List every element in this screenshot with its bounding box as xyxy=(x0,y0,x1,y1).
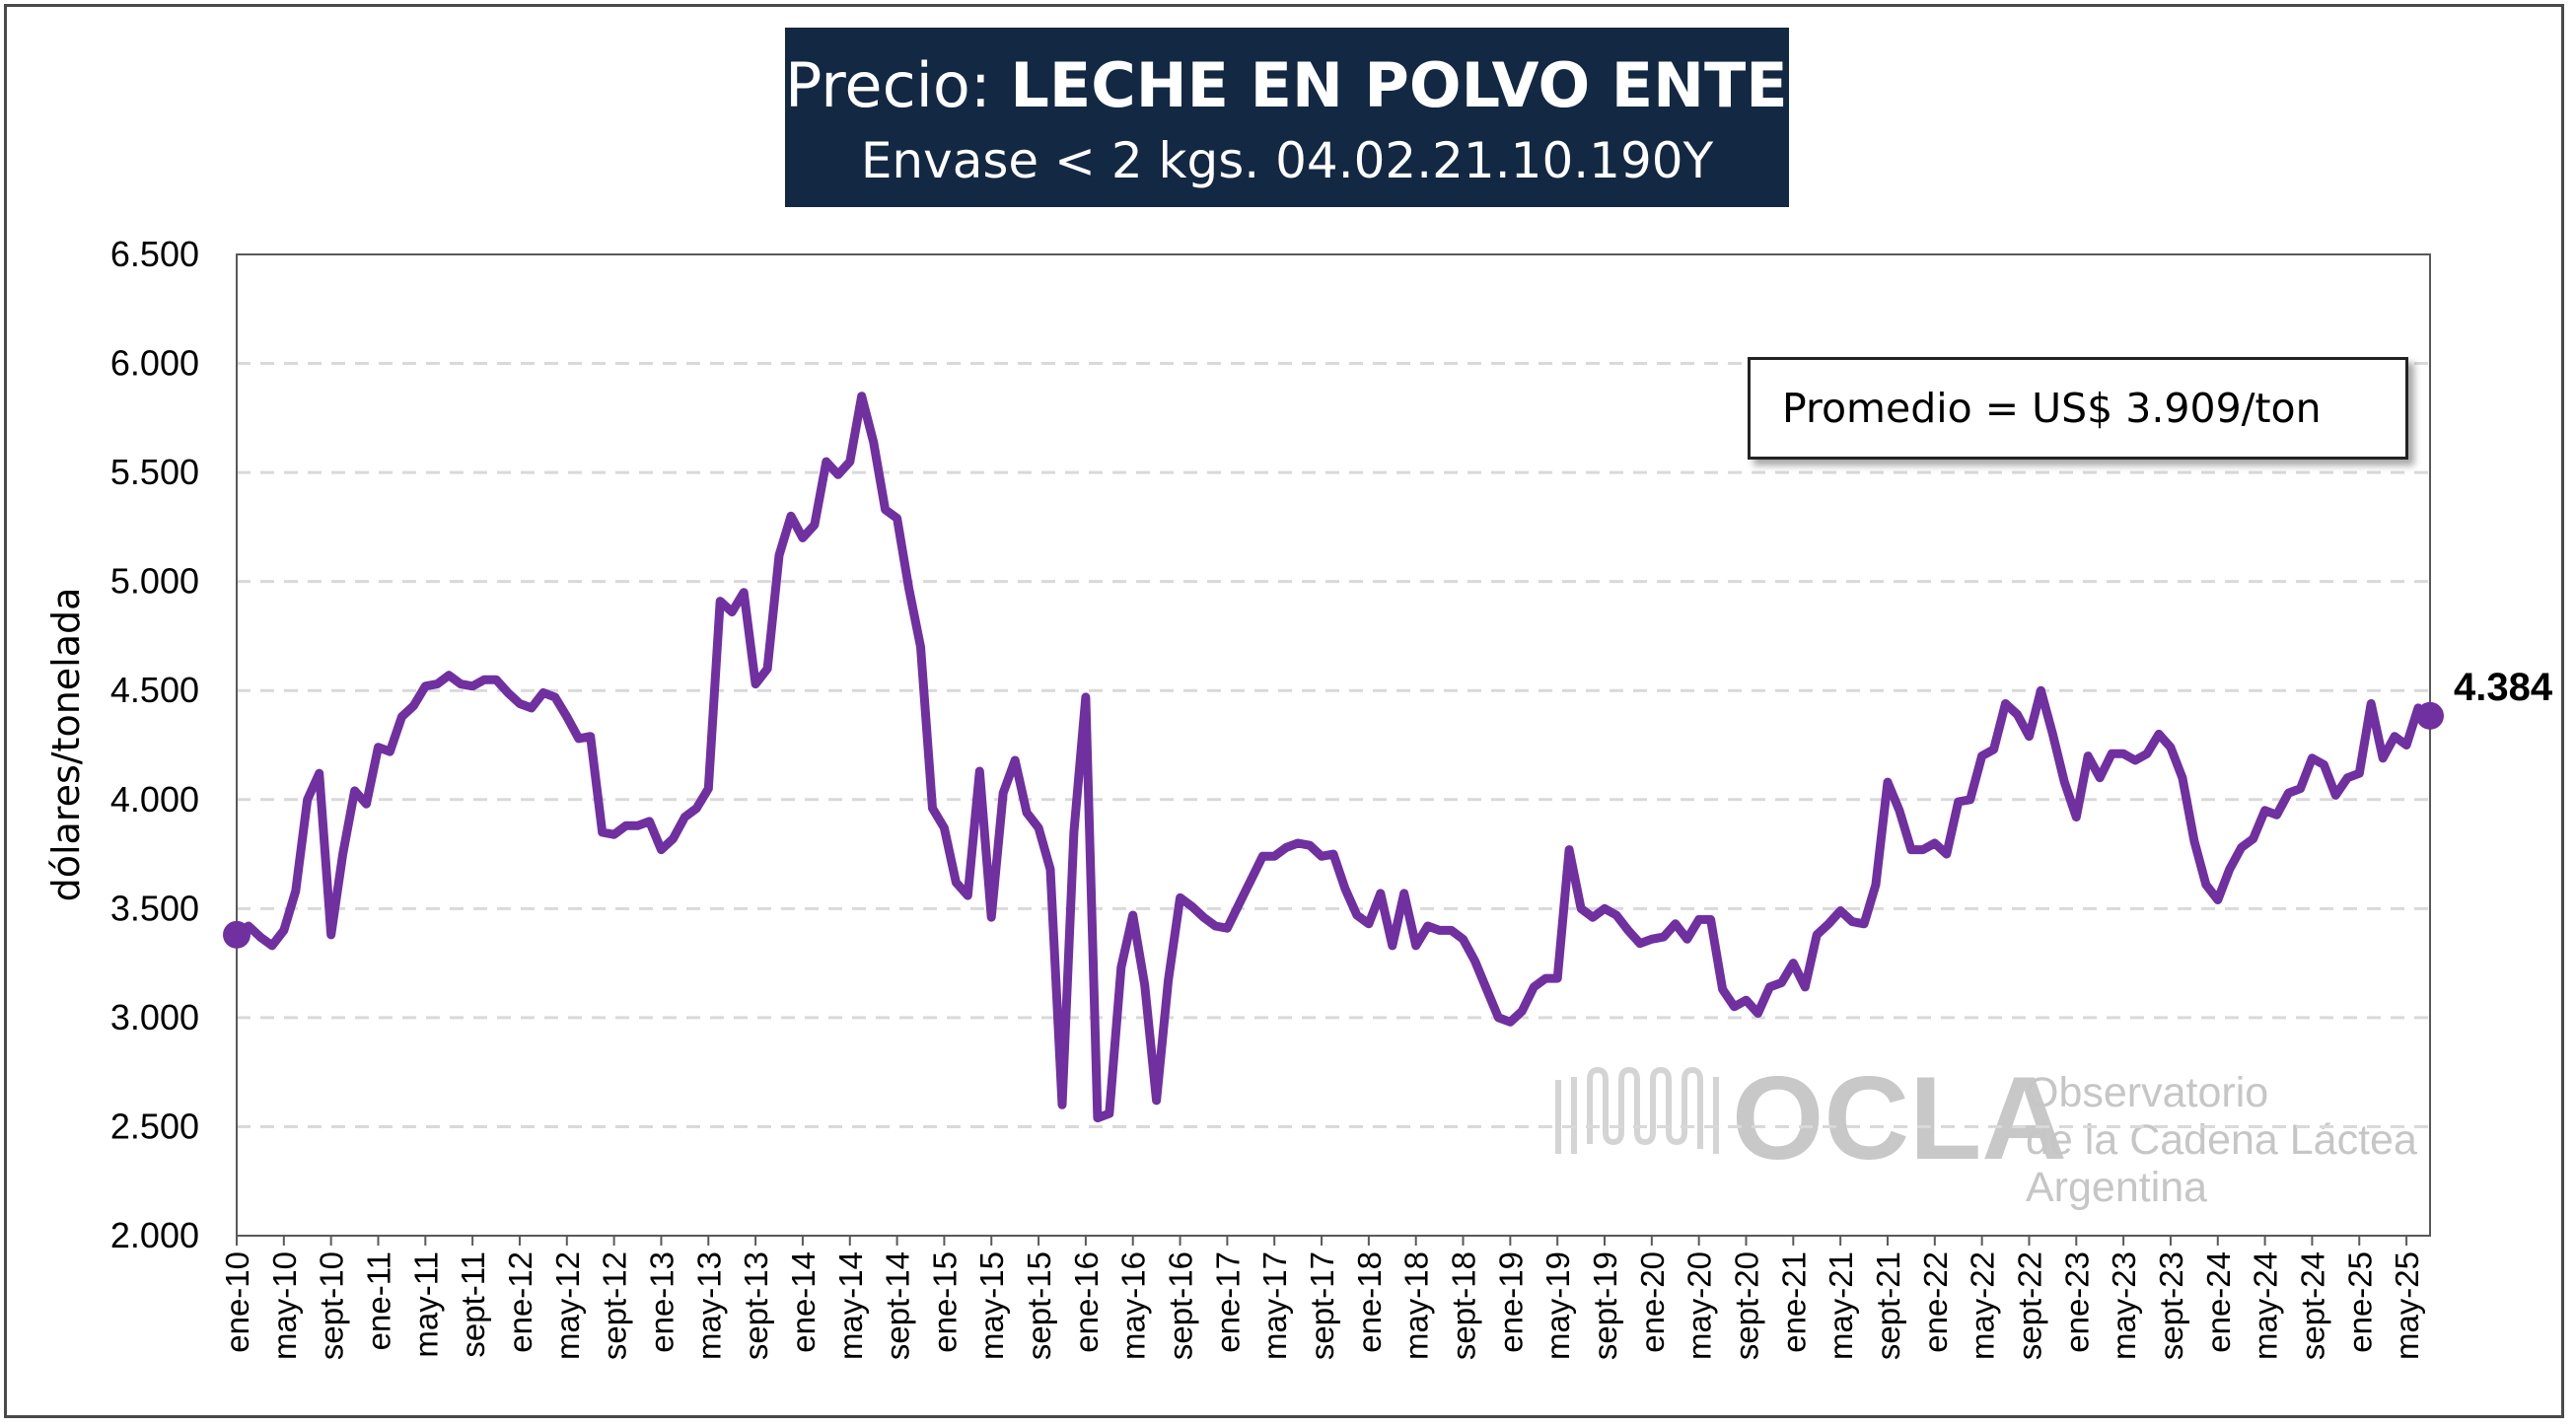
watermark-line-1: Observatorio xyxy=(2026,1069,2268,1116)
x-tick-label: ene-20 xyxy=(1634,1251,1671,1353)
x-tick-label: ene-10 xyxy=(219,1251,255,1353)
x-tick-label: sept-11 xyxy=(455,1251,491,1358)
x-tick-label: may-14 xyxy=(832,1251,869,1360)
chart-frame xyxy=(4,4,2564,1418)
x-tick-label: ene-21 xyxy=(1775,1251,1812,1353)
x-tick-label: may-25 xyxy=(2389,1251,2425,1360)
series-line-price xyxy=(232,392,2435,1123)
y-tick-label: 4.000 xyxy=(110,779,199,820)
average-annotation: Promedio = US$ 3.909/ton xyxy=(1748,357,2408,460)
x-tick-label: ene-19 xyxy=(1492,1251,1529,1353)
x-tick-label: sept-22 xyxy=(2011,1251,2047,1360)
x-tick-label: ene-17 xyxy=(1209,1251,1246,1353)
y-tick-label: 6.000 xyxy=(110,343,199,384)
x-tick-label: sept-21 xyxy=(1870,1251,1906,1360)
x-tick-label: sept-16 xyxy=(1163,1251,1199,1360)
y-tick-label: 3.500 xyxy=(110,888,199,928)
x-tick-label: ene-11 xyxy=(360,1251,396,1350)
x-tick-label: may-16 xyxy=(1115,1251,1152,1360)
y-tick-label: 5.500 xyxy=(110,452,199,492)
x-tick-label: sept-19 xyxy=(1587,1251,1623,1360)
x-tick-label: sept-18 xyxy=(1446,1251,1482,1360)
x-tick-label: sept-20 xyxy=(1728,1251,1764,1360)
x-axis-ticks: ene-10 may-10 sept-10 ene-11 may-11 sept-11 en… xyxy=(219,1236,2425,1360)
y-tick-label: 2.500 xyxy=(110,1106,199,1146)
series-start-point xyxy=(223,920,250,949)
x-tick-label: may-10 xyxy=(266,1251,303,1360)
x-tick-label: sept-12 xyxy=(597,1251,633,1360)
series-end-point xyxy=(2416,701,2444,730)
grid-lines xyxy=(237,362,2430,1128)
x-tick-label: may-22 xyxy=(1965,1251,2001,1360)
x-tick-label: sept-17 xyxy=(1304,1251,1340,1360)
watermark-line-3: Argentina xyxy=(2026,1164,2207,1211)
y-tick-label: 6.500 xyxy=(110,234,199,274)
y-tick-label: 3.000 xyxy=(110,997,199,1037)
x-tick-label: ene-16 xyxy=(1068,1251,1105,1353)
chart-subtitle: Envase < 2 kgs. 04.02.21.10.190Y xyxy=(860,132,1714,189)
x-tick-label: may-19 xyxy=(1539,1251,1576,1360)
x-tick-label: may-12 xyxy=(549,1251,586,1360)
last-value-label: 4.384 xyxy=(2454,666,2553,709)
y-axis-label: dólares/tonelada xyxy=(44,588,88,902)
x-tick-label: ene-24 xyxy=(2200,1251,2237,1353)
x-tick-label: may-11 xyxy=(407,1251,444,1358)
title-prefix: Precio: xyxy=(785,49,1011,121)
chart-title: Precio: LECHE EN POLVO ENTERA xyxy=(785,45,1882,126)
y-tick-label: 4.500 xyxy=(110,670,199,710)
chart-title-box: Precio: LECHE EN POLVO ENTERA Envase < 2… xyxy=(785,28,1882,207)
x-tick-label: may-20 xyxy=(1682,1251,1718,1360)
x-tick-label: sept-15 xyxy=(1021,1251,1057,1360)
ocla-logo-icon xyxy=(1555,1066,1719,1154)
x-tick-label: sept-13 xyxy=(738,1251,774,1360)
watermark-line-2: de la Cadena Láctea xyxy=(2026,1116,2417,1164)
x-tick-label: may-18 xyxy=(1398,1251,1435,1360)
x-tick-label: sept-23 xyxy=(2153,1251,2189,1360)
x-tick-label: may-23 xyxy=(2106,1251,2142,1360)
x-tick-label: sept-14 xyxy=(880,1251,916,1360)
x-tick-label: ene-15 xyxy=(926,1251,963,1353)
x-tick-label: ene-18 xyxy=(1351,1251,1388,1353)
x-tick-label: may-17 xyxy=(1256,1251,1293,1360)
x-tick-label: may-21 xyxy=(1823,1251,1859,1360)
y-axis-ticks: 2.000 2.500 3.000 3.500 4.000 4.500 5.000 5.500… xyxy=(110,234,199,1255)
x-tick-label: may-15 xyxy=(973,1251,1010,1360)
y-tick-label: 5.000 xyxy=(110,561,199,602)
ocla-watermark: OCLA Observatorio de la Cadena Láctea Ar… xyxy=(1555,1052,2417,1211)
x-tick-label: ene-14 xyxy=(785,1251,822,1353)
x-tick-label: ene-12 xyxy=(502,1251,538,1353)
plot-area-border xyxy=(236,253,2431,1237)
x-tick-label: ene-22 xyxy=(1917,1251,1954,1353)
title-product: LECHE EN POLVO ENTERA xyxy=(1010,49,1883,121)
x-tick-label: ene-23 xyxy=(2058,1251,2095,1353)
watermark-logo-text: OCLA xyxy=(1732,1052,2067,1184)
x-tick-label: ene-13 xyxy=(643,1251,680,1353)
y-tick-label: 2.000 xyxy=(110,1215,199,1255)
x-tick-label: ene-25 xyxy=(2341,1251,2378,1353)
x-tick-label: may-13 xyxy=(690,1251,727,1360)
x-tick-label: may-24 xyxy=(2248,1251,2284,1360)
x-tick-label: sept-10 xyxy=(314,1251,350,1360)
x-tick-label: sept-24 xyxy=(2294,1251,2330,1360)
